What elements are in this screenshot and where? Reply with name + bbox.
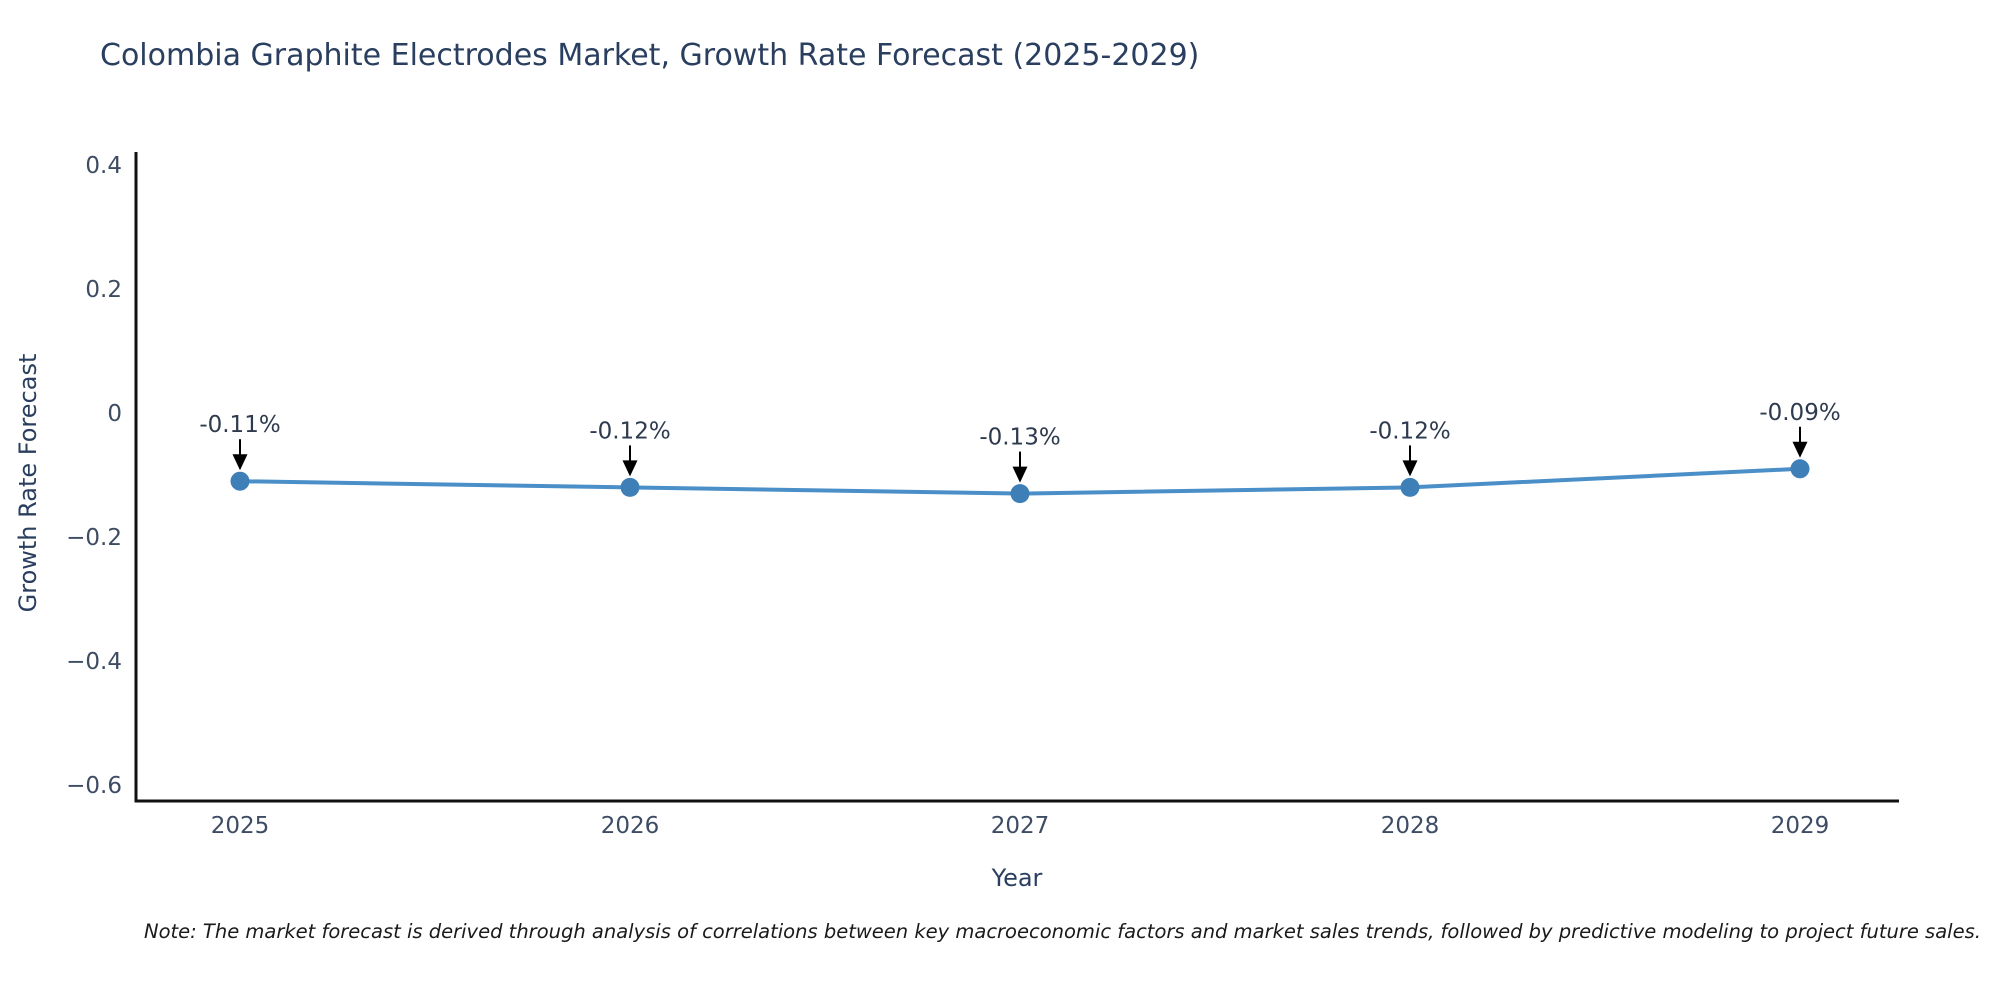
data-point-marker[interactable] bbox=[1010, 484, 1030, 504]
annotation-label: -0.12% bbox=[1369, 418, 1450, 444]
annotation-label: -0.11% bbox=[199, 412, 280, 438]
data-point-marker[interactable] bbox=[620, 477, 640, 497]
y-tick-label: 0.2 bbox=[85, 277, 122, 303]
annotation-label: -0.13% bbox=[979, 425, 1060, 451]
annotation-label: -0.12% bbox=[589, 418, 670, 444]
y-tick-label: 0.4 bbox=[85, 153, 122, 179]
y-tick-label: −0.4 bbox=[66, 649, 122, 675]
footnote-text: Note: The market forecast is derived thr… bbox=[144, 920, 1981, 943]
annotation-arrowhead bbox=[1402, 460, 1418, 477]
y-tick-label: −0.2 bbox=[66, 525, 122, 551]
x-tick-label: 2026 bbox=[601, 813, 660, 839]
annotation-arrowhead bbox=[232, 454, 248, 471]
data-point-marker[interactable] bbox=[1400, 477, 1420, 497]
x-tick-label: 2029 bbox=[1771, 813, 1830, 839]
data-point-marker[interactable] bbox=[230, 471, 250, 491]
data-point-marker[interactable] bbox=[1790, 459, 1810, 479]
chart-title: Colombia Graphite Electrodes Market, Gro… bbox=[100, 38, 1200, 73]
annotation-arrowhead bbox=[1012, 466, 1028, 483]
x-tick-label: 2025 bbox=[211, 813, 270, 839]
x-tick-label: 2027 bbox=[991, 813, 1050, 839]
annotation-arrowhead bbox=[1792, 441, 1808, 458]
y-tick-label: 0 bbox=[107, 401, 122, 427]
x-axis-title: Year bbox=[991, 864, 1043, 892]
annotation-arrowhead bbox=[622, 460, 638, 477]
x-tick-label: 2028 bbox=[1381, 813, 1440, 839]
annotation-label: -0.09% bbox=[1759, 400, 1840, 426]
y-tick-label: −0.6 bbox=[66, 773, 122, 799]
